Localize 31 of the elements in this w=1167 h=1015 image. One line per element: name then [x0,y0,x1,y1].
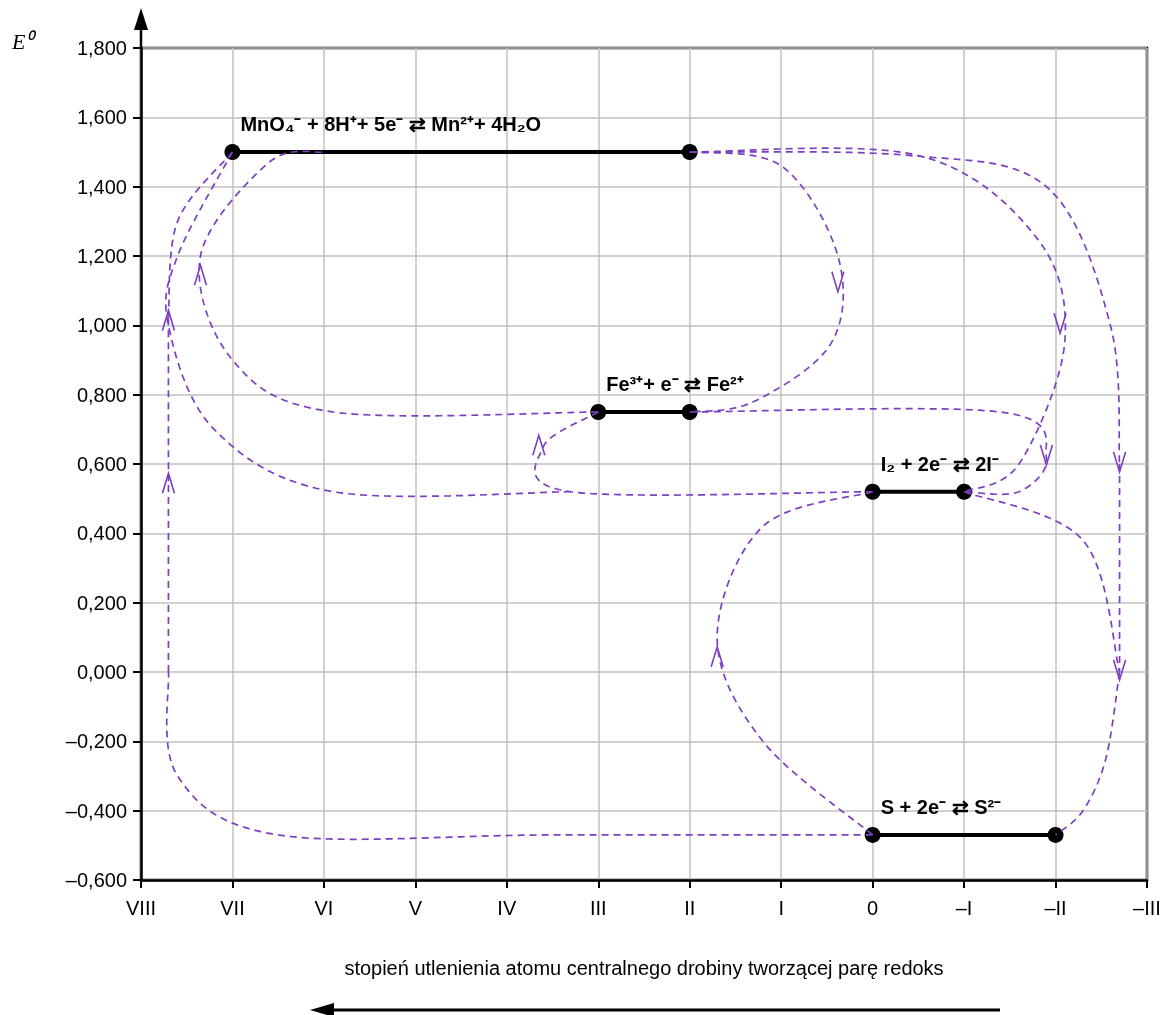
y-tick-label: –0,200 [65,730,127,753]
y-tick-label: 1,000 [76,314,127,337]
x-tick-label: VII [220,897,245,919]
y-tick-label: 0,400 [76,522,127,545]
annotation: S + 2e⁻ ⇄ S²⁻ [880,795,1002,818]
y-tick-label: 0,200 [76,591,127,614]
y-tick-label: –0,400 [65,799,127,822]
y-tick-label: 1,200 [76,245,127,267]
y-tick-label: 1,400 [76,175,127,198]
y-tick-label: 1,800 [76,37,127,59]
x-tick-label: IV [497,897,517,919]
y-tick-label: 1,600 [76,106,127,129]
y-axis-title: E⁰ [11,28,38,54]
x-tick-label: –III [1133,897,1161,919]
x-tick-label: –II [1044,897,1067,919]
x-axis-title: stopień utlenienia atomu centralnego drobiny tworzącej parę redoks [344,957,944,979]
y-tick-label: 0,000 [76,661,127,683]
annotation: MnO₄⁻ + 8H⁺+ 5e⁻ ⇄ Mn²⁺+ 4H₂O [240,113,542,135]
x-tick-label: II [684,897,696,919]
x-tick-label: VIII [125,897,157,919]
annotation: Fe³⁺+ e⁻ ⇄ Fe²⁺ [606,373,744,395]
x-tick-label: V [408,897,423,919]
annotation: I₂ + 2e⁻ ⇄ 2I⁻ [880,452,999,475]
y-tick-label: 0,800 [76,383,127,406]
x-tick-label: –I [955,897,973,919]
x-tick-label: I [778,897,784,919]
x-tick-label: VI [314,897,334,919]
x-tick-label: 0 [867,897,879,919]
x-tick-label: III [589,897,607,919]
y-tick-label: 0,600 [76,453,127,475]
y-tick-label: –0,600 [65,869,127,891]
